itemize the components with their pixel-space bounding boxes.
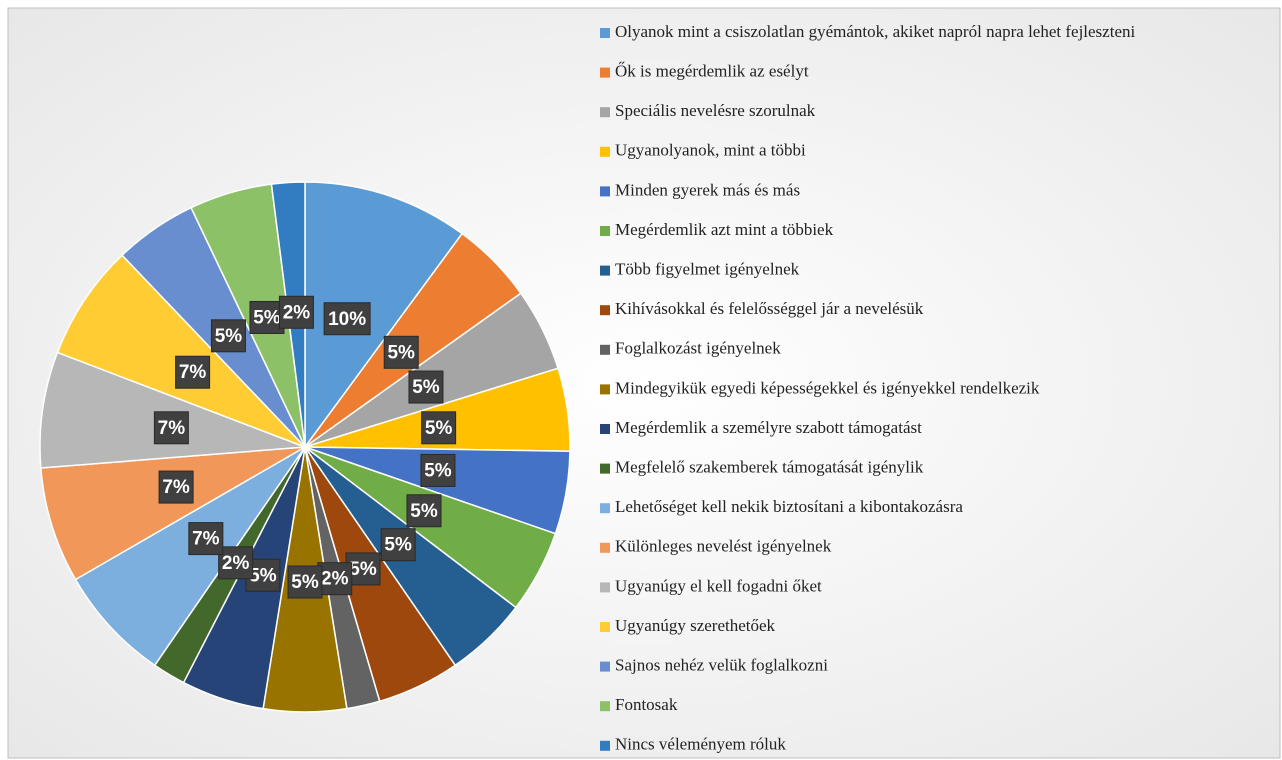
data-label-box	[421, 411, 457, 445]
legend-label: Ugyanúgy el kell fogadni őket	[615, 576, 822, 595]
legend-swatch	[600, 582, 610, 593]
data-label-box	[408, 370, 444, 404]
legend-label: Nincs véleményem róluk	[615, 735, 786, 754]
data-label-box	[158, 470, 194, 504]
data-label-box	[249, 300, 285, 334]
legend-label: Minden gyerek más és más	[615, 180, 800, 199]
legend-swatch	[600, 107, 610, 118]
legend-swatch	[600, 503, 610, 514]
data-label-box	[380, 528, 416, 562]
legend-label: Speciális nevelésre szorulnak	[615, 101, 816, 120]
data-label: 7%	[162, 477, 190, 498]
data-label-box	[153, 411, 189, 445]
legend-swatch	[600, 740, 610, 751]
legend-swatch	[600, 186, 610, 197]
legend-swatch	[600, 701, 610, 712]
legend-label: Foglalkozást igényelnek	[615, 339, 781, 358]
data-label-box	[278, 295, 314, 329]
data-label: 5%	[253, 307, 281, 328]
legend-label: Megfelelő szakemberek támogatását igényl…	[615, 458, 924, 477]
data-label: 5%	[410, 501, 438, 522]
data-label-box	[188, 522, 224, 556]
data-label: 10%	[328, 309, 366, 330]
legend-swatch	[600, 384, 610, 395]
data-label: 5%	[425, 418, 453, 439]
pie-slice	[74, 446, 306, 667]
data-label-box	[175, 355, 211, 389]
data-label: 5%	[215, 326, 243, 347]
pie	[39, 181, 571, 713]
legend-label: Több figyelmet igényelnek	[615, 260, 800, 279]
legend-label: Különleges nevelést igényelnek	[615, 537, 832, 556]
data-label-box	[323, 302, 371, 336]
legend-swatch	[600, 67, 610, 78]
legend-swatch	[600, 622, 610, 632]
data-label: 5%	[412, 377, 440, 398]
legend-swatch	[600, 265, 610, 276]
data-label-box	[383, 335, 419, 369]
legend-swatch	[600, 28, 610, 38]
data-label-box	[287, 565, 323, 599]
legend-swatch	[600, 226, 610, 236]
data-label: 5%	[291, 572, 319, 593]
data-label: 5%	[249, 565, 277, 586]
legend-label: Ugyanolyanok, mint a többi	[615, 141, 806, 160]
legend-label: Fontosak	[615, 695, 678, 714]
legend-swatch	[600, 542, 610, 553]
legend-label: Ők is megérdemlik az esélyt	[615, 62, 809, 81]
pie-slice	[40, 446, 306, 581]
data-label: 7%	[158, 418, 186, 439]
legend-label: Megérdemlik azt mint a többiek	[615, 220, 834, 239]
legend-label: Megérdemlik a személyre szabott támogatá…	[615, 418, 922, 437]
data-label: 2%	[283, 302, 311, 323]
data-label-box	[210, 319, 246, 353]
data-label: 5%	[349, 559, 377, 580]
legend-swatch	[600, 344, 610, 355]
legend-swatch	[600, 305, 610, 316]
legend-label: Lehetőséget kell nekik biztosítani a kib…	[615, 497, 963, 516]
legend-swatch	[600, 661, 610, 672]
pie-slice	[39, 351, 306, 469]
legend: Olyanok mint a csiszolatlan gyémántok, a…	[600, 22, 1135, 754]
legend-swatch	[600, 424, 610, 434]
data-label-box	[218, 546, 254, 580]
legend-label: Sajnos nehéz velük foglalkozni	[615, 656, 828, 675]
data-label: 5%	[387, 342, 415, 363]
legend-label: Ugyanúgy szerethetőek	[615, 616, 776, 635]
data-label-box	[406, 494, 442, 528]
data-label: 2%	[222, 553, 250, 574]
data-labels: 10%5%5%5%5%5%5%5%2%5%5%2%7%7%7%7%5%5% 2%	[153, 295, 457, 599]
legend-label: Mindegyikük egyedi képességekkel és igén…	[615, 378, 1040, 397]
legend-swatch	[600, 146, 610, 157]
data-label: 5%	[424, 460, 452, 481]
legend-label: Kihívásokkal és felelősséggel jár a neve…	[615, 299, 924, 318]
data-label: 2%	[321, 569, 349, 590]
legend-label: Olyanok mint a csiszolatlan gyémántok, a…	[615, 22, 1135, 41]
data-label: 7%	[179, 362, 207, 383]
pie-slice	[304, 181, 464, 450]
data-label-box	[317, 562, 353, 596]
legend-swatch	[600, 463, 610, 474]
data-label: 5%	[384, 535, 412, 556]
data-label: 7%	[192, 529, 220, 550]
pie-slice	[56, 254, 306, 448]
data-label-box	[420, 453, 456, 487]
